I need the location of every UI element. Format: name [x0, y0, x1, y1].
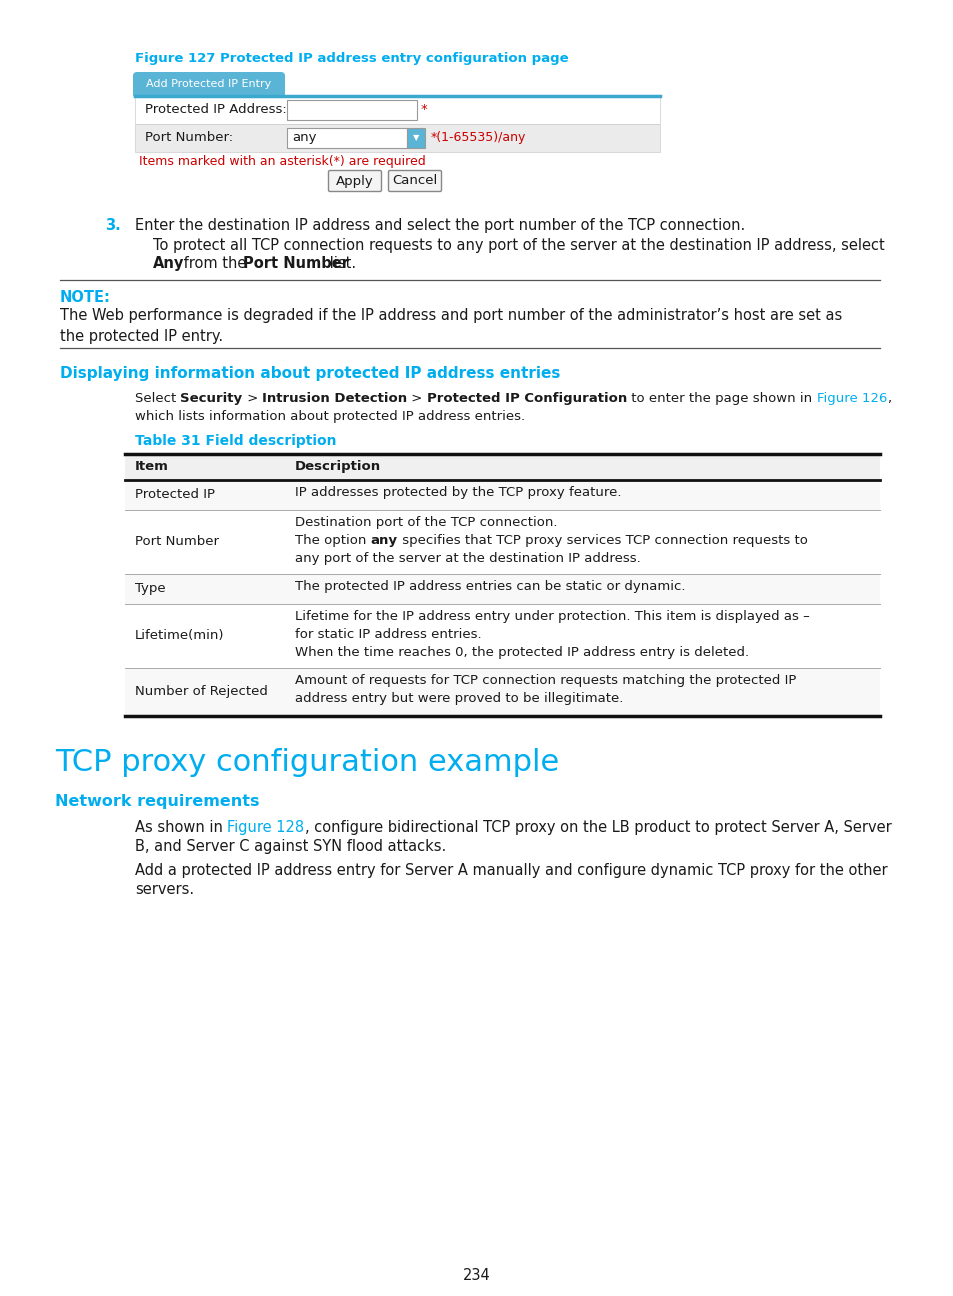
Text: to enter the page shown in: to enter the page shown in: [626, 391, 816, 404]
Text: 234: 234: [462, 1267, 491, 1283]
Text: Cancel: Cancel: [392, 175, 437, 188]
Text: *(1-65535)/any: *(1-65535)/any: [431, 131, 526, 144]
Text: Protected IP Configuration: Protected IP Configuration: [427, 391, 626, 404]
Text: Displaying information about protected IP address entries: Displaying information about protected I…: [60, 365, 559, 381]
Bar: [287, 100, 416, 121]
Text: Figure 128: Figure 128: [227, 820, 304, 835]
Bar: [125, 511, 879, 574]
Text: Table 31 Field description: Table 31 Field description: [135, 434, 336, 448]
Text: NOTE:: NOTE:: [60, 290, 111, 305]
Text: address entry but were proved to be illegitimate.: address entry but were proved to be ille…: [294, 692, 622, 705]
Text: ,: ,: [886, 391, 890, 404]
Text: Network requirements: Network requirements: [55, 794, 259, 809]
Text: any port of the server at the destination IP address.: any port of the server at the destinatio…: [294, 552, 640, 565]
Text: Intrusion Detection: Intrusion Detection: [262, 391, 407, 404]
Text: TCP proxy configuration example: TCP proxy configuration example: [55, 748, 558, 778]
Text: Apply: Apply: [335, 175, 374, 188]
Bar: [125, 454, 879, 480]
Bar: [407, 128, 424, 148]
Text: Lifetime for the IP address entry under protection. This item is displayed as –: Lifetime for the IP address entry under …: [294, 610, 809, 623]
Text: As shown in: As shown in: [135, 820, 227, 835]
Text: Figure 127 Protected IP address entry configuration page: Figure 127 Protected IP address entry co…: [135, 52, 568, 65]
Text: 3.: 3.: [105, 218, 121, 233]
Bar: [135, 96, 659, 124]
Text: Port Number:: Port Number:: [145, 131, 233, 144]
Text: Items marked with an asterisk(*) are required: Items marked with an asterisk(*) are req…: [139, 156, 425, 168]
Text: >: >: [407, 391, 427, 404]
Text: >: >: [242, 391, 262, 404]
Text: To protect all TCP connection requests to any port of the server at the destinat: To protect all TCP connection requests t…: [152, 238, 883, 253]
Text: Port Number: Port Number: [135, 535, 219, 548]
Text: The Web performance is degraded if the IP address and port number of the adminis: The Web performance is degraded if the I…: [60, 308, 841, 343]
Text: The protected IP address entries can be static or dynamic.: The protected IP address entries can be …: [294, 581, 685, 594]
Bar: [135, 124, 659, 152]
Bar: [125, 480, 879, 511]
FancyBboxPatch shape: [132, 73, 285, 98]
Text: Select: Select: [135, 391, 180, 404]
Text: B, and Server C against SYN flood attacks.: B, and Server C against SYN flood attack…: [135, 839, 446, 854]
Text: for static IP address entries.: for static IP address entries.: [294, 629, 481, 642]
Text: The option: The option: [294, 534, 370, 547]
Text: *: *: [420, 102, 427, 117]
Text: Port Number: Port Number: [243, 257, 349, 271]
Bar: [125, 574, 879, 604]
Text: servers.: servers.: [135, 883, 193, 897]
Text: specifies that TCP proxy services TCP connection requests to: specifies that TCP proxy services TCP co…: [397, 534, 806, 547]
Text: Figure 126: Figure 126: [816, 391, 886, 404]
Text: Lifetime(min): Lifetime(min): [135, 629, 224, 642]
Text: Protected IP Address:: Protected IP Address:: [145, 102, 287, 117]
Text: Protected IP: Protected IP: [135, 489, 214, 502]
Text: Amount of requests for TCP connection requests matching the protected IP: Amount of requests for TCP connection re…: [294, 674, 796, 687]
Text: Number of Rejected: Number of Rejected: [135, 686, 268, 699]
FancyBboxPatch shape: [388, 171, 441, 192]
Text: Add Protected IP Entry: Add Protected IP Entry: [146, 79, 272, 89]
Text: Item: Item: [135, 460, 169, 473]
Text: Enter the destination IP address and select the port number of the TCP connectio: Enter the destination IP address and sel…: [135, 218, 744, 233]
Text: IP addresses protected by the TCP proxy feature.: IP addresses protected by the TCP proxy …: [294, 486, 620, 499]
Bar: [125, 667, 879, 715]
Text: , configure bidirectional TCP proxy on the LB product to protect Server A, Serve: , configure bidirectional TCP proxy on t…: [304, 820, 890, 835]
Text: Security: Security: [180, 391, 242, 404]
Text: from the: from the: [179, 257, 251, 271]
Text: which lists information about protected IP address entries.: which lists information about protected …: [135, 410, 524, 422]
Text: list.: list.: [325, 257, 355, 271]
FancyBboxPatch shape: [328, 171, 381, 192]
Text: Destination port of the TCP connection.: Destination port of the TCP connection.: [294, 516, 557, 529]
Bar: [125, 604, 879, 667]
Text: Description: Description: [294, 460, 381, 473]
Text: When the time reaches 0, the protected IP address entry is deleted.: When the time reaches 0, the protected I…: [294, 645, 748, 658]
Text: any: any: [370, 534, 397, 547]
Text: Type: Type: [135, 582, 166, 595]
Text: Any: Any: [152, 257, 184, 271]
Bar: [287, 128, 407, 148]
Text: Add a protected IP address entry for Server A manually and configure dynamic TCP: Add a protected IP address entry for Ser…: [135, 863, 886, 877]
Text: ▼: ▼: [413, 133, 418, 143]
Text: any: any: [292, 131, 316, 144]
